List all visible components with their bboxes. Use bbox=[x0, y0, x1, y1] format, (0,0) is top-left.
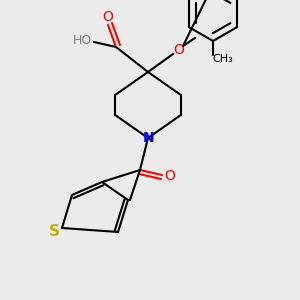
Text: CH₃: CH₃ bbox=[213, 54, 233, 64]
Text: O: O bbox=[103, 10, 113, 24]
Text: S: S bbox=[49, 224, 59, 239]
Text: HO: HO bbox=[72, 34, 92, 46]
Text: O: O bbox=[165, 169, 176, 183]
Text: N: N bbox=[143, 131, 155, 145]
Text: O: O bbox=[174, 43, 184, 57]
